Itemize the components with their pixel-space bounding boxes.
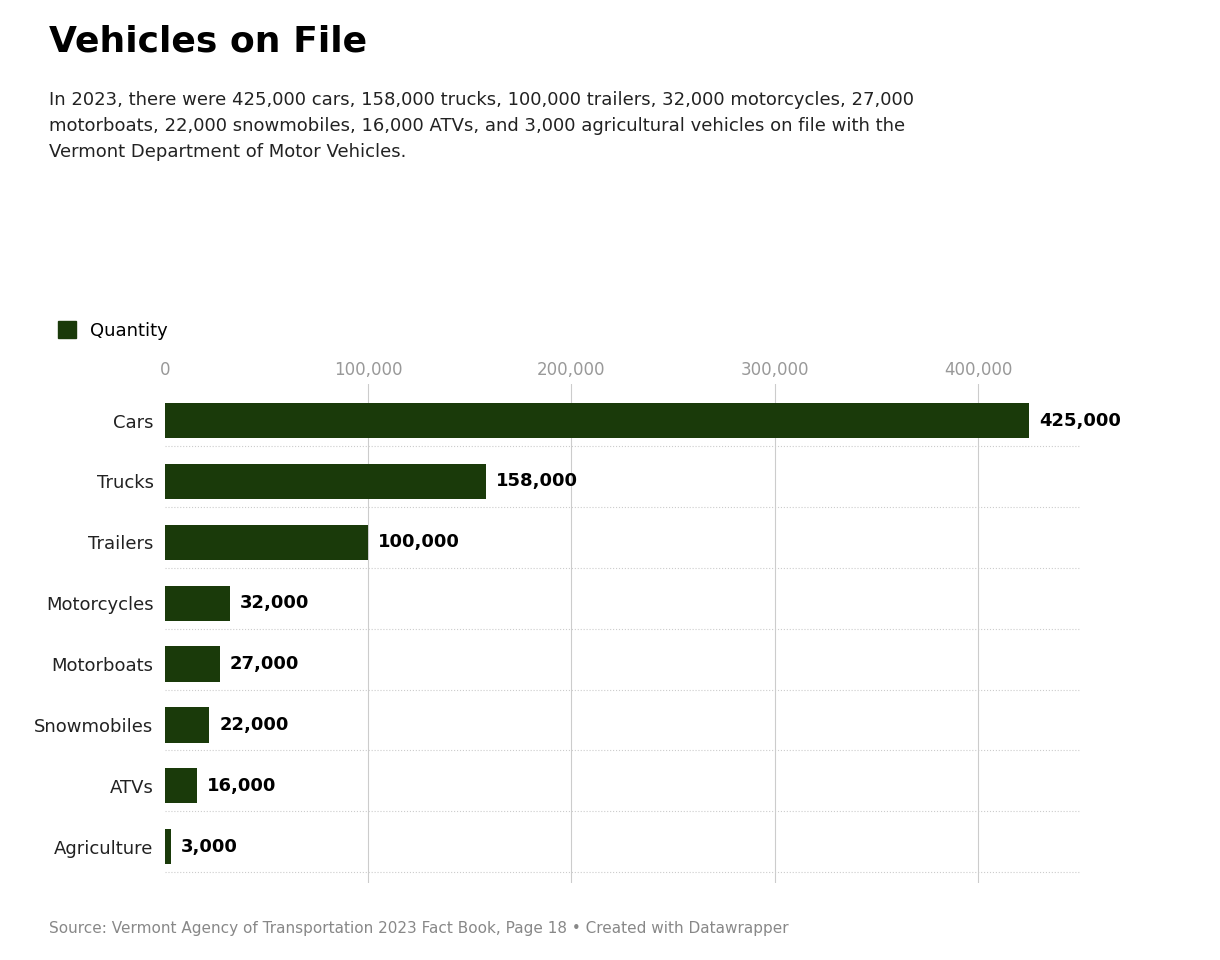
Text: 22,000: 22,000 xyxy=(220,716,289,733)
Bar xyxy=(165,524,368,560)
Text: 425,000: 425,000 xyxy=(1039,412,1121,429)
Text: 16,000: 16,000 xyxy=(207,777,277,795)
Bar xyxy=(165,708,210,743)
Bar xyxy=(165,586,229,621)
Bar xyxy=(165,646,220,682)
Bar xyxy=(165,768,198,804)
Bar xyxy=(165,829,171,864)
Text: 158,000: 158,000 xyxy=(497,472,578,491)
Text: 3,000: 3,000 xyxy=(181,838,238,855)
Bar xyxy=(165,464,486,499)
Text: In 2023, there were 425,000 cars, 158,000 trucks, 100,000 trailers, 32,000 motor: In 2023, there were 425,000 cars, 158,00… xyxy=(49,91,914,160)
Text: 100,000: 100,000 xyxy=(378,534,460,551)
Text: Vehicles on File: Vehicles on File xyxy=(49,24,367,58)
Bar xyxy=(165,403,1028,438)
Text: 32,000: 32,000 xyxy=(240,594,310,612)
Legend: Quantity: Quantity xyxy=(57,321,168,340)
Text: Source: Vermont Agency of Transportation 2023 Fact Book, Page 18 • Created with : Source: Vermont Agency of Transportation… xyxy=(49,921,788,936)
Text: 27,000: 27,000 xyxy=(229,655,299,673)
